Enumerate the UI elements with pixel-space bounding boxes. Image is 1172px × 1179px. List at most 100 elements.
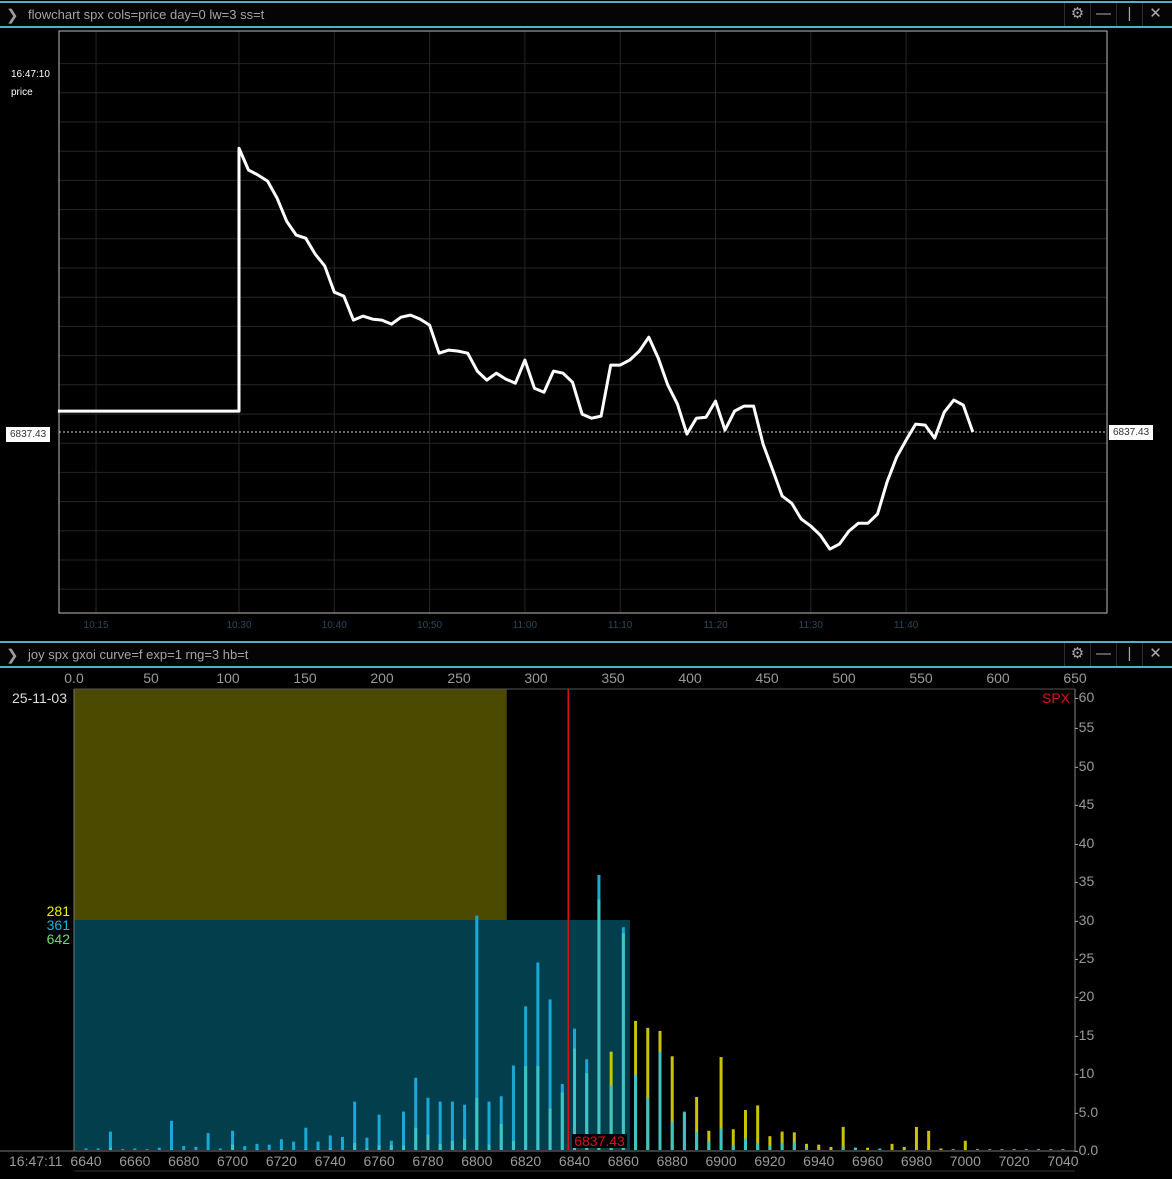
- strike-bar-overlap: [511, 1140, 515, 1150]
- strike-bar: [511, 1065, 515, 1150]
- top-tick-label: 50: [143, 670, 159, 686]
- total-green: 642: [46, 931, 70, 947]
- strike-bar: [1061, 1149, 1065, 1150]
- strike-bar-overlap: [279, 1149, 283, 1150]
- strike-bar: [426, 1097, 430, 1150]
- strike-bar-overlap: [573, 1048, 576, 1150]
- gear-icon[interactable]: ⚙: [1064, 3, 1090, 26]
- strike-bar-overlap: [169, 1149, 173, 1150]
- joy-command[interactable]: joy spx gxoi curve=f exp=1 rng=3 hb=t: [28, 647, 249, 662]
- strike-bar: [707, 1130, 711, 1150]
- split-icon[interactable]: |: [1116, 3, 1142, 26]
- price-line: [57, 146, 975, 551]
- strike-bar-overlap: [817, 1149, 821, 1150]
- close-icon[interactable]: ✕: [1142, 643, 1168, 666]
- strike-bar: [499, 1096, 503, 1150]
- strike-bar: [719, 1057, 723, 1150]
- top-tick-label: 150: [293, 670, 317, 686]
- minimize-icon[interactable]: —: [1090, 643, 1116, 666]
- strike-bar-overlap: [707, 1141, 711, 1150]
- strike-bar: [279, 1139, 283, 1150]
- legend-timestamp: 16:47:10: [11, 69, 50, 80]
- strike-bar: [963, 1140, 967, 1150]
- strike-tick-label: 6840: [558, 1153, 591, 1169]
- total-yellow: 281: [46, 903, 70, 919]
- strike-bar-overlap: [353, 1143, 357, 1150]
- strike-bar: [792, 1132, 796, 1150]
- strike-bar-overlap: [853, 1147, 857, 1150]
- top-tick-label: 250: [447, 670, 471, 686]
- strike-bar-overlap: [670, 1121, 674, 1150]
- strike-bar-overlap: [646, 1097, 650, 1150]
- strike-bar-overlap: [524, 1066, 528, 1150]
- strike-bar: [304, 1127, 308, 1150]
- strike-tick-label: 7040: [1047, 1153, 1079, 1169]
- flowchart-command[interactable]: flowchart spx cols=price day=0 lw=3 ss=t: [28, 7, 265, 22]
- strike-bar-overlap: [719, 1128, 723, 1150]
- strike-tick-label: 6940: [803, 1153, 835, 1169]
- strike-bar-overlap: [463, 1139, 467, 1150]
- minimize-icon[interactable]: —: [1090, 3, 1116, 26]
- strike-bar: [743, 1110, 747, 1150]
- strike-bar: [914, 1126, 918, 1150]
- y-tick-label: -50: [1074, 757, 1095, 774]
- chevron-right-icon[interactable]: ❯: [6, 7, 19, 24]
- strike-bar-overlap: [609, 1085, 613, 1150]
- strike-bar: [988, 1149, 992, 1150]
- split-icon[interactable]: |: [1116, 643, 1142, 666]
- y-tick-label: -25: [1074, 949, 1095, 966]
- plot-border: [58, 30, 1108, 614]
- flowchart-header: ❯ flowchart spx cols=price day=0 lw=3 ss…: [0, 1, 1172, 28]
- strike-bar-overlap: [389, 1145, 393, 1150]
- strike-bar: [731, 1129, 735, 1150]
- summary-bar-yellow: [74, 689, 507, 920]
- strike-bar-overlap: [426, 1134, 430, 1150]
- y-tick-label: -15: [1074, 1026, 1095, 1043]
- strike-bar-overlap: [805, 1147, 809, 1150]
- top-tick-label: 450: [755, 670, 779, 686]
- top-tick-label: 0.0: [64, 670, 84, 686]
- strike-tick-label: 6700: [216, 1153, 249, 1169]
- y-tick-label: -60: [1074, 689, 1095, 705]
- strike-bar-overlap: [548, 1108, 552, 1150]
- strike-bar-overlap: [450, 1140, 454, 1150]
- strike-bar-overlap: [682, 1112, 686, 1150]
- top-tick-label: 550: [909, 670, 933, 686]
- strike-tick-label: 6640: [70, 1153, 102, 1169]
- strike-bar: [206, 1133, 210, 1150]
- strike-tick-label: 6960: [852, 1153, 884, 1169]
- strike-tick-label: 6980: [900, 1153, 933, 1169]
- x-tick-label: 11:20: [703, 620, 728, 631]
- strike-bar: [231, 1130, 235, 1150]
- x-tick-label: 10:15: [83, 620, 109, 631]
- timestamp: 16:47:11: [9, 1153, 63, 1169]
- strike-bar: [402, 1111, 406, 1150]
- strike-bar: [670, 1056, 674, 1150]
- strike-bar: [890, 1143, 894, 1150]
- strike-bar: [829, 1146, 833, 1150]
- strike-bar-overlap: [487, 1144, 491, 1150]
- strike-bar-overlap: [414, 1127, 418, 1150]
- chevron-right-icon[interactable]: ❯: [6, 647, 19, 664]
- spot-label: 6837.43: [572, 1133, 627, 1149]
- strike-bar: [108, 1131, 112, 1150]
- strike-tick-label: 6860: [607, 1153, 639, 1169]
- strike-bar-overlap: [792, 1142, 796, 1150]
- strike-bar: [84, 1148, 88, 1150]
- strike-bar-overlap: [597, 899, 601, 1150]
- strike-bar-overlap: [621, 933, 625, 1150]
- top-tick-label: 100: [216, 670, 240, 686]
- strike-bar: [805, 1143, 809, 1150]
- gear-icon[interactable]: ⚙: [1064, 643, 1090, 666]
- x-tick-label: 10:50: [417, 620, 443, 631]
- y-tick-label: -35: [1074, 873, 1095, 890]
- strike-bar-overlap: [304, 1149, 308, 1150]
- strike-bar: [292, 1141, 296, 1150]
- strike-bar: [267, 1144, 271, 1150]
- close-icon[interactable]: ✕: [1142, 3, 1168, 26]
- strike-bar: [902, 1146, 906, 1150]
- strike-bar-overlap: [255, 1149, 259, 1150]
- strike-tick-label: 6760: [363, 1153, 395, 1169]
- strike-bar-overlap: [560, 1092, 564, 1150]
